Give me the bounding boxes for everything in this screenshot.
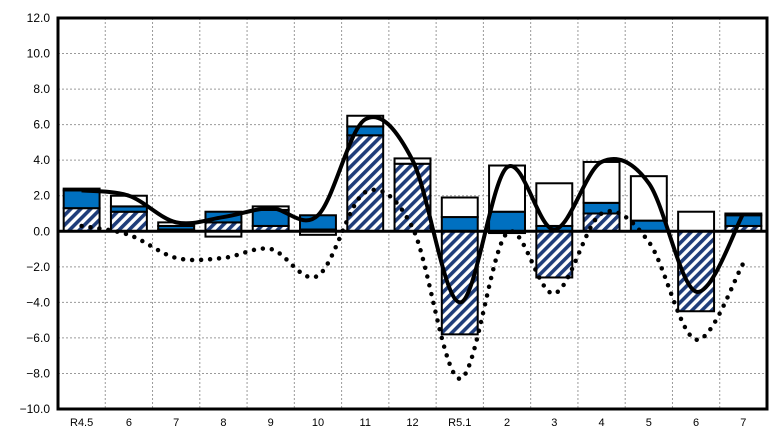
grid-lines [58,18,767,409]
y-tick-label: 2.0 [33,189,50,203]
y-tick-label: 6.0 [33,118,50,132]
x-tick-label: R4.5 [70,417,93,429]
x-tick-label: 2 [504,417,510,429]
blue-bar-segment [440,216,479,233]
x-tick-label: 6 [126,417,132,429]
blue-bar-segment [488,210,526,233]
white-bar-segment [440,196,479,219]
x-tick-label: 9 [268,417,274,429]
x-tick-label: 3 [551,417,557,429]
y-tick-label: 12.0 [27,11,51,25]
white-bar-segment [677,210,716,233]
y-tick-label: −2.0 [26,260,50,274]
y-tick-label: 4.0 [33,153,50,167]
blue-bar-segment [629,219,668,233]
y-tick-label: 0.0 [33,224,50,238]
hatched-bar-segment [346,134,385,233]
y-tick-label: 8.0 [33,82,50,96]
x-tick-label: 11 [360,417,371,429]
plot-frame [56,16,769,411]
x-tick-label: 5 [646,417,652,429]
x-tick-label: 10 [312,417,324,429]
x-tick-label: R5.1 [448,417,471,429]
x-axis-tick-labels: R4.5 6 7 8 9 10 11 12 R5.1 2 3 4 5 6 7 [70,417,746,429]
y-tick-label: −4.0 [26,295,50,309]
hatched-bar-segment [535,230,574,279]
x-tick-label: 7 [173,417,179,429]
y-tick-label: −6.0 [26,331,50,345]
y-tick-label: −10.0 [20,402,51,416]
x-tick-label: 7 [740,417,746,429]
white-bar-segment [582,160,621,204]
x-tick-label: 12 [406,417,418,429]
y-tick-label: −8.0 [26,366,50,380]
axes [56,16,769,411]
y-axis-tick-labels: 12.0 10.0 8.0 6.0 4.0 2.0 0.0 −2.0 −4.0 −6.0 −8.0 −… [20,11,51,416]
x-tick-label: 6 [693,417,699,429]
dotted-line [79,187,746,382]
solid-line [81,115,746,305]
lines [79,115,746,382]
hatched-bar-segment [109,210,148,233]
x-tick-label: 4 [599,417,605,429]
x-tick-label: 8 [220,417,226,429]
y-tick-label: 10.0 [27,47,51,61]
blue-bar-segment [62,189,101,210]
